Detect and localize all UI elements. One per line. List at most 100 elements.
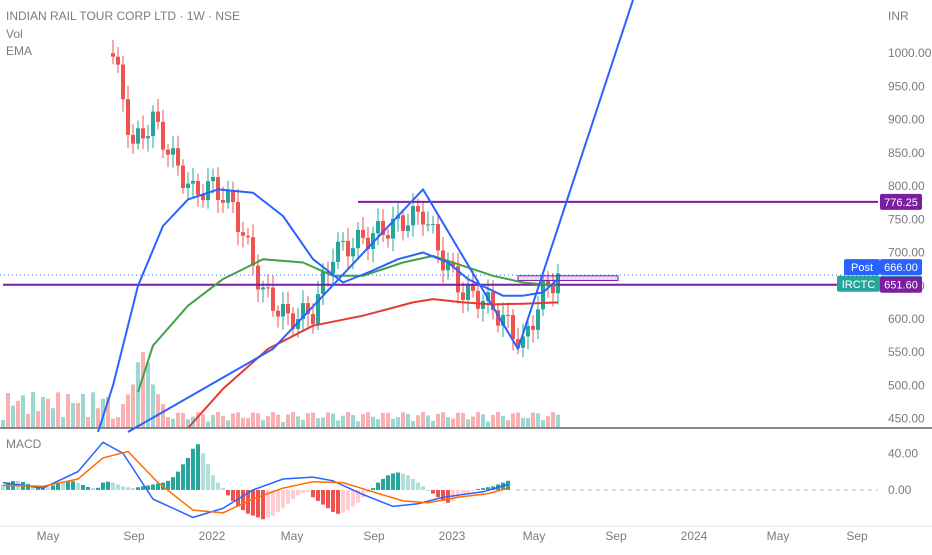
candle-body [331, 261, 335, 274]
volume-bar [166, 417, 170, 428]
candle-body [306, 303, 310, 315]
candle-body [531, 325, 535, 330]
candle-body [391, 218, 395, 239]
macd-histogram-bar [236, 489, 240, 507]
macd-histogram-bar [411, 478, 415, 490]
volume-bar [301, 419, 305, 428]
time-tick-label: May [523, 529, 546, 543]
macd-histogram-bar [36, 487, 40, 490]
macd-histogram-bar [461, 489, 465, 496]
volume-bar [21, 395, 25, 428]
macd-histogram-bar [486, 487, 490, 490]
candle-body [341, 240, 345, 242]
macd-histogram-bar [26, 483, 30, 490]
candle-body [426, 224, 430, 226]
macd-histogram-bar [311, 489, 315, 498]
candles [111, 39, 560, 358]
volume-bar [111, 418, 115, 428]
candle-body [136, 128, 140, 144]
volume-bar [461, 413, 465, 428]
volume-bar [161, 404, 165, 428]
candle-body [521, 336, 525, 348]
macd-histogram-bar [371, 488, 375, 490]
candle-body [156, 111, 160, 122]
macd-histogram-bar [66, 480, 70, 490]
volume-bar [106, 396, 110, 428]
volume-bar [61, 416, 65, 428]
price-tick-label: 550.00 [888, 345, 925, 359]
volume-bar [356, 421, 360, 428]
price-tick-label: 800.00 [888, 179, 925, 193]
volume-bar [431, 420, 435, 428]
volume-bar [496, 412, 500, 428]
volume-bar [351, 414, 355, 428]
macd-histogram-bar [171, 477, 175, 490]
macd-histogram-bar [306, 489, 310, 492]
macd-histogram-bar [206, 464, 210, 490]
volume-bar [491, 414, 495, 428]
volume-bar [476, 412, 480, 428]
series-tag-label: Post [851, 262, 873, 274]
macd-histogram-bar [266, 489, 270, 518]
time-tick-label: May [767, 529, 790, 543]
candle-body [416, 206, 420, 212]
macd-histogram-bar [376, 482, 380, 490]
ema-short-line [97, 188, 559, 433]
volume-bar [246, 418, 250, 428]
ema-label: EMA [6, 44, 32, 58]
price-tick-label: 1000.00 [888, 46, 932, 60]
candle-body [316, 294, 320, 325]
macd-histogram-bar [341, 489, 345, 513]
macd-histogram-bar [476, 489, 480, 491]
candle-body [291, 313, 295, 329]
macd-histogram-bar [196, 444, 200, 490]
macd-histogram-bar [471, 489, 475, 491]
volume-bar [511, 413, 515, 428]
candle-body [336, 241, 340, 262]
volume-bar [256, 413, 260, 428]
candle-body [406, 225, 410, 231]
candle-body [436, 224, 440, 251]
candle-body [456, 266, 460, 293]
price-marker-box [880, 193, 922, 210]
macd-signal-line [2, 450, 509, 514]
macd-histogram-bar [286, 489, 290, 504]
volume-bar [336, 420, 340, 428]
volume-bar [366, 412, 370, 428]
volume-bar [201, 414, 205, 428]
time-tick-label: 2022 [199, 529, 226, 543]
macd-histogram-bar [226, 489, 230, 496]
candle-body [121, 64, 125, 100]
volume-bar [441, 412, 445, 428]
candle-body [236, 202, 240, 233]
candle-body [461, 292, 465, 300]
series-tag-box [844, 259, 880, 276]
macd-histogram-bar [61, 481, 65, 490]
candle-body [231, 190, 235, 203]
volume-bar [316, 418, 320, 428]
price-tick-label: 900.00 [888, 113, 925, 127]
price-tick-label: 700.00 [888, 246, 925, 260]
candle-body [486, 292, 490, 302]
volume-bar [326, 412, 330, 428]
volume-bar [401, 412, 405, 428]
volume-bar [531, 412, 535, 428]
candle-body [196, 181, 200, 195]
volume-bar [226, 420, 230, 428]
macd-histogram-bar [346, 489, 350, 511]
volume-bar [506, 420, 510, 428]
candle-body [351, 248, 355, 257]
macd-histogram-bar [136, 487, 140, 490]
candle-body [381, 221, 385, 235]
candle-body [151, 111, 155, 137]
volume-bar [481, 414, 485, 428]
price-tick-label: 850.00 [888, 146, 925, 160]
volume-bar [286, 414, 290, 428]
volume-bar [421, 412, 425, 428]
volume-bar [526, 418, 530, 428]
volume-bar [236, 412, 240, 428]
volume-bar [346, 412, 350, 428]
volume-bar [196, 412, 200, 428]
macd-histogram-bar [106, 481, 110, 490]
